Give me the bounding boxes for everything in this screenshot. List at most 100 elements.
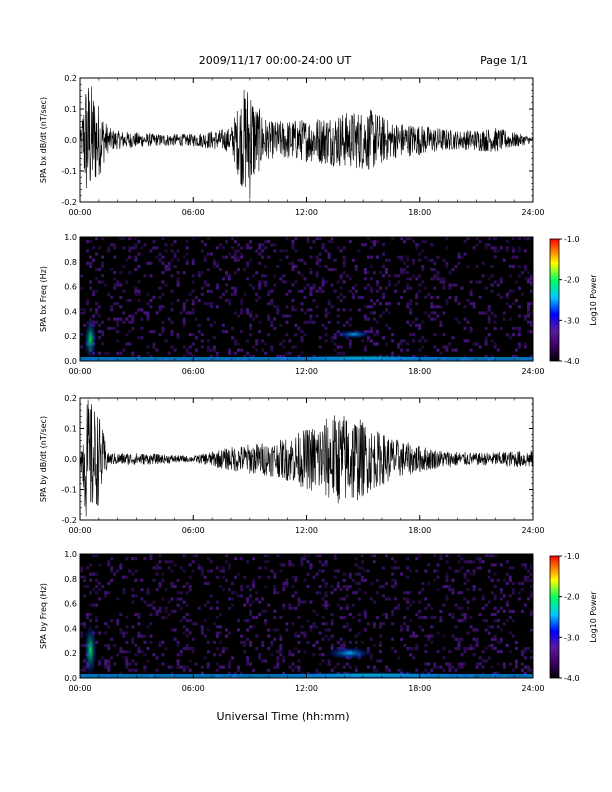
spectrogram-cell [206,581,210,585]
spectrogram-cell [345,606,349,610]
spectrogram-cell [369,289,373,293]
spectrogram-cell [508,594,512,598]
spectrogram-cell [348,572,352,576]
spectrogram-cell [357,572,361,576]
spectrogram-cell [113,271,117,275]
spectrogram-cell [191,299,195,303]
spectrogram-cell [137,612,141,616]
spectrogram-cell [152,345,156,349]
spectrogram-cell [475,566,479,570]
spectrogram-cell [80,569,83,573]
spectrogram-cell [267,628,271,632]
spectrogram-cell [466,588,470,592]
spectrogram-cell [530,591,533,595]
spectrogram-cell [303,261,307,265]
x-tick-label: 24:00 [521,684,544,693]
spectrogram-cell [400,237,404,241]
spectrogram-cell [460,557,464,561]
spectrogram-cell [98,662,102,666]
spectrogram-cell [511,255,515,259]
spectrogram-cell [215,634,219,638]
spectrogram-cell [351,295,355,299]
spectrogram-cell [113,243,117,247]
spectrogram-cell [231,656,234,660]
spectrogram-cell [400,271,404,275]
spectrogram-cell [342,295,346,299]
spectrogram-cell [116,622,120,626]
spectrogram-cell [487,320,491,324]
spectrogram-cell [300,625,304,629]
spectrogram-cell [324,591,328,595]
spectrogram-cell [478,612,482,616]
spectrogram-cell [188,647,192,651]
spectrogram-cell [264,566,268,570]
spectrogram-cell [481,560,485,564]
spectrogram-cell [409,286,413,290]
spectrogram-cell [385,308,388,312]
spectrogram-cell [225,271,228,275]
spectrogram-cell [185,351,189,355]
spectrogram-cell [363,317,367,321]
spectrogram-cell [164,606,168,610]
spectrogram-cell [137,292,141,296]
spectrogram-cell [297,616,301,620]
spectrogram-cell [218,268,222,272]
spectrogram-cell [530,612,533,616]
spectrogram-cell [318,252,322,256]
spectrogram-cell [527,308,530,312]
spectrogram-cell [517,249,521,253]
spectrogram-cell [164,249,168,253]
spectrogram-cell [228,665,231,669]
spectrogram-cell [173,609,177,613]
spectrogram-cell [231,292,234,296]
spectrogram-cell [406,557,410,561]
spectrogram-cell [209,252,213,256]
y-tick-label: 0.1 [64,105,77,114]
spectrogram-cell [454,299,458,303]
spectrogram-cell [86,261,89,265]
spectrogram-cell [484,326,488,330]
spectrogram-cell [137,252,141,256]
spectrogram-cell [430,277,434,281]
spectrogram-cell [243,292,247,296]
spectrogram-cell [451,591,455,595]
spectrogram-cell [496,283,500,287]
spectrogram-cell [520,581,524,585]
spectrogram-cell [173,240,177,244]
spectrogram-cell [366,622,370,626]
spectrogram-cell [152,606,156,610]
spectrogram-cell [234,271,237,275]
spectrogram-cell [406,647,410,651]
spectrogram-cell [203,258,207,262]
spectrogram-cell [273,637,277,641]
spectrogram-cell [221,569,225,573]
spectrogram-cell [388,668,391,672]
spectrogram-cell [167,317,171,321]
spectrogram-cell [339,286,343,290]
spectrogram-cell [451,336,455,340]
spectrogram-cell [463,240,467,244]
spectrogram-cell [303,557,307,561]
spectrogram-cell [98,563,102,567]
spectrogram-cell [221,323,225,327]
spectrogram-cell [89,578,93,582]
spectrogram-cell [143,243,147,247]
spectrogram-cell [131,588,135,592]
spectrogram-cell [342,258,346,262]
spectrogram-cell [315,237,319,241]
y-tick-label: 0.2 [64,332,77,341]
spectrogram-cell [170,597,174,601]
spectrogram-cell [430,616,434,620]
spectrogram-cell [152,566,156,570]
spectrogram-cell [161,578,165,582]
spectrogram-cell [291,345,295,349]
spectrogram-cell [255,597,259,601]
spectrogram-cell [336,351,340,355]
spectrogram-feature [325,647,373,660]
spectrogram-cell [107,662,111,666]
spectrogram-cell [354,665,358,669]
spectrogram-cell [418,348,422,352]
series-line [79,86,533,199]
spectrogram-cell [137,308,141,312]
spectrogram-cell [161,280,165,284]
